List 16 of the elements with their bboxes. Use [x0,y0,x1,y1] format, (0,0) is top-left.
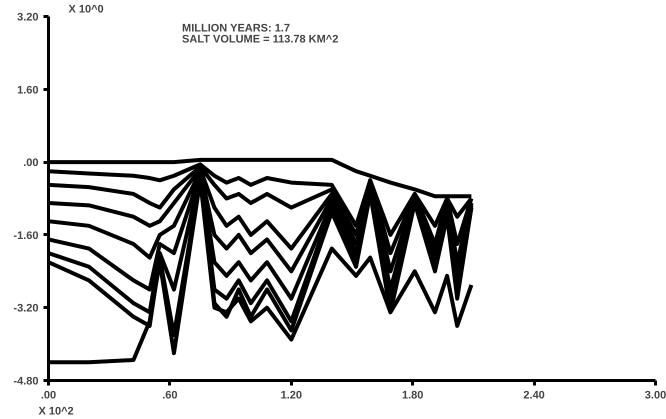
y-tick-label: -4.80 [13,376,39,388]
annotation: MILLION YEARS: 1.7 [182,22,290,34]
x-tick-label: .00 [40,390,56,402]
x-tick-label: 2.40 [523,390,545,402]
annotation: SALT VOLUME = 113.78 KM^2 [182,34,338,46]
x-tick-label: .60 [162,390,178,402]
x-tick-label: 3.00 [644,390,666,402]
x-tick-label: 1.80 [402,390,424,402]
x-axis-title: X 10^2 [38,406,74,418]
y-tick-label: 1.60 [17,84,39,96]
y-tick-label: -3.20 [13,302,39,315]
y-tick-label: -1.60 [13,230,39,242]
x-tick-label: 1.20 [280,390,302,402]
y-tick-label: 3.20 [17,12,39,24]
y-tick-label: .00 [23,157,39,170]
y-axis-title: X 10^0 [68,4,104,16]
